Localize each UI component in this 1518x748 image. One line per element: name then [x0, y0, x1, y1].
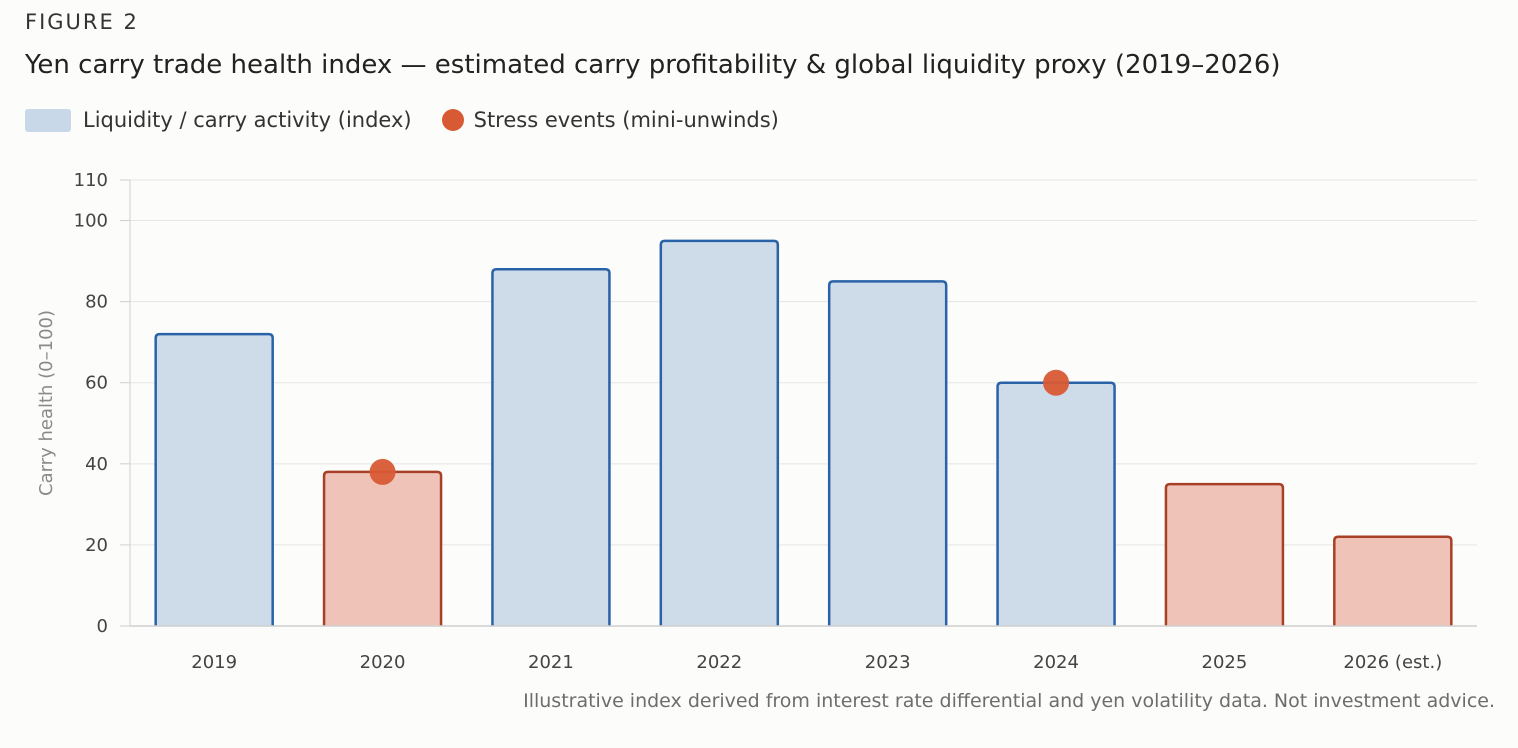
- footnote: Illustrative index derived from interest…: [523, 690, 1495, 712]
- x-tick-label: 2024: [1033, 652, 1079, 673]
- legend-events-label: Stress events (mini-unwinds): [473, 108, 779, 132]
- bar-2026: [1333, 535, 1453, 626]
- figure-label: FIGURE 2: [25, 10, 139, 34]
- legend-dot-swatch: [441, 109, 464, 131]
- y-tick-label: 40: [85, 454, 108, 475]
- bar-fill: [829, 281, 947, 626]
- bar-2023: [827, 280, 948, 626]
- y-axis-label: Carry health (0–100): [36, 310, 57, 496]
- stress-event-dot: [369, 458, 396, 485]
- legend: Liquidity / carry activity (index) Stres…: [25, 108, 809, 132]
- bar-2022: [659, 239, 780, 626]
- x-tick-label: 2022: [696, 652, 742, 673]
- y-tick-label: 0: [97, 616, 108, 637]
- chart-title: Yen carry trade health index — estimated…: [25, 50, 1281, 80]
- bar-fill: [1334, 536, 1452, 626]
- y-tick-label: 110: [74, 170, 108, 191]
- x-tick-label: 2025: [1202, 652, 1248, 673]
- legend-item-events: Stress events (mini-unwinds): [441, 108, 779, 132]
- bar-fill: [660, 240, 778, 626]
- stress-event-dot: [1043, 369, 1070, 396]
- y-tick-label: 60: [85, 373, 108, 394]
- x-tick-label: 2021: [528, 652, 574, 673]
- bar-2021: [491, 267, 611, 626]
- x-tick-label: 2020: [360, 652, 406, 673]
- bar-fill: [1165, 484, 1283, 626]
- y-tick-label: 100: [74, 211, 108, 232]
- y-tick-label: 80: [85, 292, 108, 313]
- bar-2019: [154, 332, 274, 626]
- legend-item-bars: Liquidity / carry activity (index): [25, 108, 412, 132]
- x-tick-label: 2026 (est.): [1343, 652, 1442, 673]
- bar-fill: [997, 382, 1115, 626]
- legend-bar-swatch: [25, 108, 71, 132]
- legend-bars-label: Liquidity / carry activity (index): [83, 108, 412, 132]
- bar-fill: [324, 471, 442, 626]
- x-tick-label: 2023: [865, 652, 911, 673]
- y-tick-label: 20: [85, 535, 108, 556]
- bar-2025: [1164, 482, 1285, 626]
- bar-fill: [155, 334, 273, 626]
- x-tick-label: 2019: [191, 652, 237, 673]
- bar-fill: [492, 269, 610, 626]
